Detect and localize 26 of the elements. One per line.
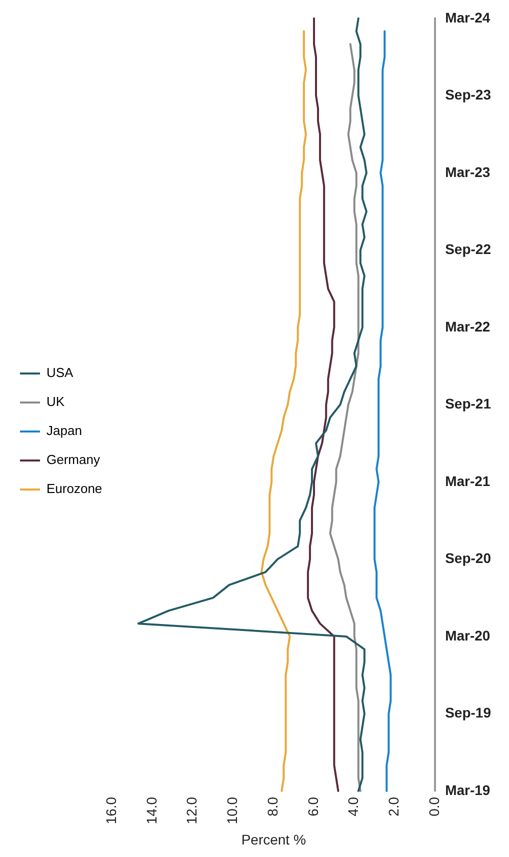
x-axis-title: Percent % [241,831,306,848]
legend-label: Eurozone [46,481,102,496]
y-tick-label: Mar-24 [445,9,490,26]
legend-label: Japan [46,423,82,438]
x-tick-label: 2.0 [386,796,402,816]
x-tick-label: 14.0 [143,796,160,824]
x-tick-label: 4.0 [345,796,362,816]
legend-label: UK [46,394,65,410]
y-tick-label: Sep-19 [445,704,492,721]
x-tick-label: 16.0 [103,796,120,824]
y-tick-label: Sep-22 [445,241,492,258]
y-tick-label: Mar-22 [445,318,490,334]
y-tick-label: Mar-21 [445,472,490,489]
y-tick-label: Mar-23 [445,164,490,180]
legend-label: USA [46,365,74,380]
y-tick-label: Sep-21 [445,396,492,412]
y-tick-label: Mar-20 [445,627,490,644]
x-tick-label: 8.0 [264,796,280,816]
x-tick-label: 12.0 [184,796,200,824]
x-tick-label: 10.0 [224,796,240,824]
x-tick-label: 6.0 [304,796,321,816]
y-tick-label: Sep-20 [445,550,492,566]
x-tick-label: 0.0 [426,796,442,816]
legend-label: Germany [46,452,100,468]
y-tick-label: Mar-19 [445,782,490,798]
y-tick-label: Sep-23 [445,86,492,103]
